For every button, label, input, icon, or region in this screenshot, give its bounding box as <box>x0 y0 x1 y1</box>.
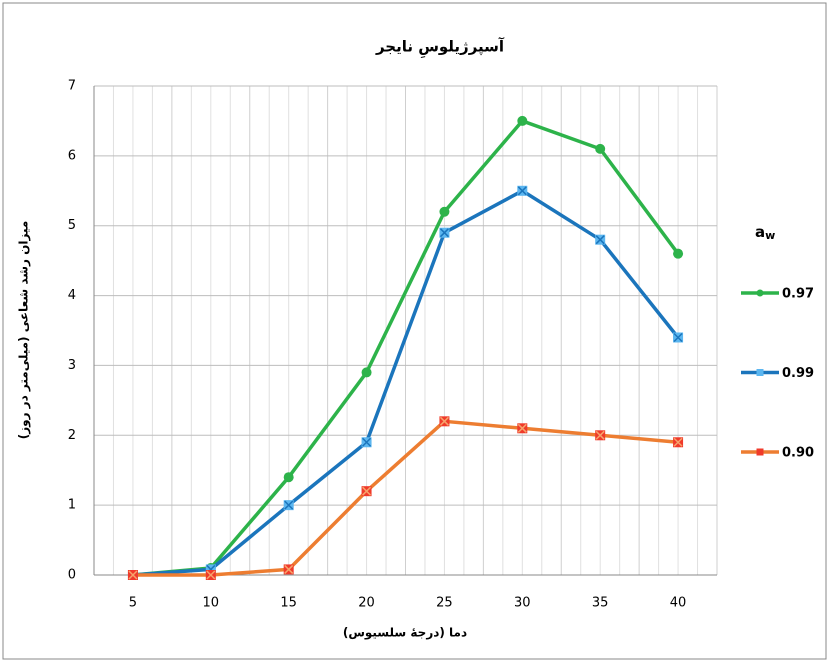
chart-title: آسپرژیلوسِ نایجر <box>375 38 505 59</box>
legend-marker <box>756 289 764 297</box>
legend-title-subscript: w <box>765 229 775 242</box>
point <box>673 332 684 343</box>
point <box>361 367 372 378</box>
point <box>595 143 606 154</box>
y-tick-label: 0 <box>68 568 76 583</box>
y-tick-label: 7 <box>68 79 76 94</box>
x-tick-label: 35 <box>592 596 609 611</box>
x-tick-label: 10 <box>203 596 220 611</box>
point-cross <box>595 430 605 440</box>
legend-marker <box>756 448 764 456</box>
point-cross <box>517 423 527 433</box>
legend-label: 0.97 <box>782 287 814 302</box>
point-cross <box>595 235 605 245</box>
point <box>127 570 138 580</box>
point-cross <box>517 186 527 196</box>
x-tick-label: 40 <box>670 596 687 611</box>
point <box>361 486 372 497</box>
point <box>439 416 450 427</box>
point-cross <box>673 437 683 447</box>
point <box>595 234 606 245</box>
legend-title-base: a <box>755 223 765 241</box>
x-axis-title: دما (درجهٔ سلسیوس) <box>343 626 467 641</box>
point <box>517 185 528 196</box>
point <box>595 430 606 441</box>
series-line <box>132 189 680 577</box>
y-tick-label: 5 <box>68 218 76 233</box>
x-tick-label: 30 <box>514 596 531 611</box>
y-tick-label: 1 <box>68 498 76 513</box>
y-tick-label: 3 <box>68 358 76 373</box>
point-cross <box>128 570 138 580</box>
series-line <box>132 119 680 577</box>
point-cross <box>439 228 449 238</box>
point <box>439 227 450 238</box>
point <box>517 423 528 434</box>
point-cross <box>362 486 372 496</box>
point-cross <box>206 570 216 580</box>
point <box>361 437 372 448</box>
legend-title: aw <box>755 223 775 243</box>
legend-marker <box>756 369 764 376</box>
series-line <box>132 419 679 577</box>
point <box>283 564 294 575</box>
point <box>439 206 450 217</box>
point <box>205 570 216 580</box>
y-tick-label: 4 <box>68 288 76 303</box>
x-tick-label: 5 <box>129 596 137 611</box>
y-axis-title: میزان رشد شعاعی (میلی‌متر در روز) <box>17 221 32 440</box>
y-tick-label: 2 <box>68 428 76 443</box>
x-tick-label: 15 <box>280 596 297 611</box>
point <box>283 472 294 483</box>
point-cross <box>673 332 683 343</box>
legend-label: 0.90 <box>782 446 814 461</box>
x-tick-label: 25 <box>436 596 453 611</box>
y-tick-label: 6 <box>68 148 76 163</box>
point <box>283 500 294 511</box>
point <box>673 248 684 259</box>
point-cross <box>284 500 294 510</box>
point <box>517 115 528 126</box>
point-cross <box>284 564 294 574</box>
point-cross <box>362 437 372 447</box>
x-tick-label: 20 <box>358 596 375 611</box>
point <box>673 437 684 448</box>
legend-label: 0.99 <box>782 366 814 381</box>
point-cross <box>439 416 449 426</box>
